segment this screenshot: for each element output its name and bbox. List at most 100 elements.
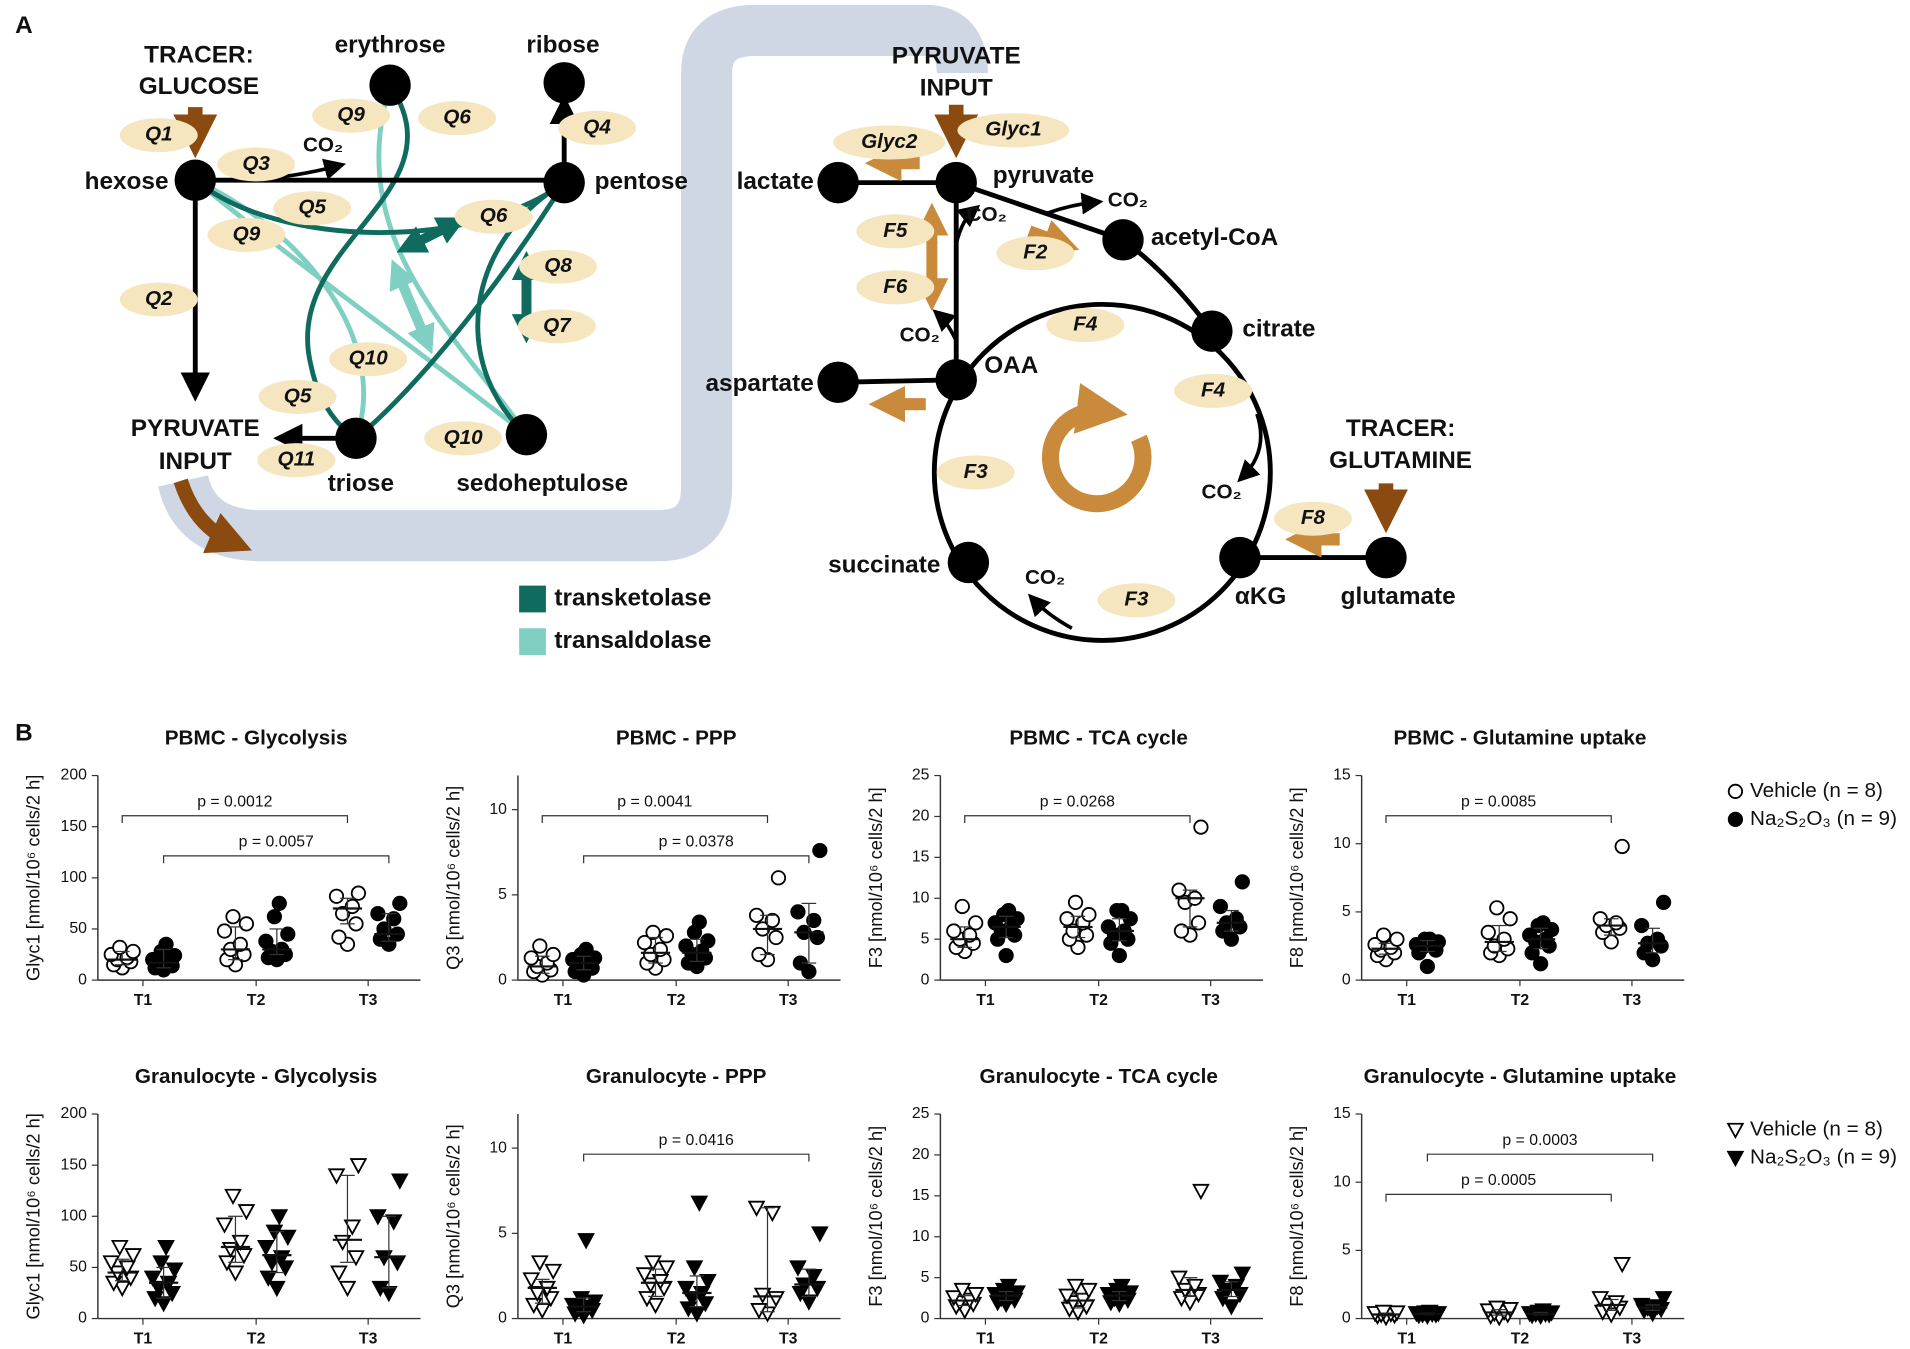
point bbox=[999, 1278, 1018, 1296]
point bbox=[644, 1255, 662, 1272]
point bbox=[330, 1265, 348, 1282]
flux-label: F4 bbox=[1073, 313, 1098, 336]
legend-label: transketolase bbox=[554, 584, 711, 611]
point bbox=[809, 929, 826, 946]
point bbox=[118, 1260, 136, 1277]
flux-badge bbox=[207, 217, 286, 253]
flux-badge bbox=[258, 379, 337, 414]
y-tick-label: 10 bbox=[1333, 1173, 1351, 1190]
point bbox=[770, 870, 787, 886]
point bbox=[343, 1219, 362, 1236]
y-tick-label: 150 bbox=[61, 1156, 88, 1173]
point bbox=[685, 1260, 704, 1277]
charts: PBMC - Glycolysis Glyc1 [nmol/10⁶ cells/2… bbox=[22, 726, 1897, 1347]
point bbox=[690, 1195, 709, 1212]
point bbox=[165, 1262, 184, 1279]
point bbox=[1534, 1303, 1552, 1320]
flux-badge bbox=[217, 147, 296, 182]
flux-badge bbox=[454, 199, 533, 234]
point bbox=[585, 1294, 604, 1311]
flux-badge bbox=[957, 113, 1070, 148]
point bbox=[578, 941, 594, 958]
node-label: OAA bbox=[984, 352, 1038, 379]
y-tick-label: 5 bbox=[498, 886, 507, 903]
point bbox=[1212, 898, 1229, 915]
point bbox=[688, 1306, 706, 1323]
flux-badge bbox=[517, 309, 596, 344]
point bbox=[280, 926, 296, 942]
point bbox=[392, 895, 408, 912]
node-label: glutamate bbox=[1341, 583, 1456, 610]
chart-title: Granulocyte - PPP bbox=[586, 1065, 767, 1088]
point bbox=[331, 929, 347, 945]
point bbox=[1008, 1285, 1026, 1302]
point bbox=[532, 938, 548, 954]
y-tick-label: 0 bbox=[498, 1310, 507, 1327]
point bbox=[800, 1294, 818, 1311]
point bbox=[1190, 915, 1207, 931]
point bbox=[544, 1263, 563, 1281]
point bbox=[226, 1265, 245, 1282]
chart-title: PBMC - TCA cycle bbox=[1009, 726, 1188, 749]
panel-label: A bbox=[15, 12, 33, 39]
point bbox=[1081, 907, 1097, 923]
point bbox=[1234, 874, 1250, 890]
point bbox=[271, 895, 287, 912]
node-label: erythrose bbox=[335, 32, 446, 59]
point bbox=[1489, 900, 1505, 916]
point bbox=[638, 1291, 656, 1308]
flux-badge bbox=[856, 270, 935, 305]
y-axis-label: Glyc1 [nmol/10⁶ cells/2 h] bbox=[22, 775, 43, 981]
flux-badge bbox=[329, 342, 408, 377]
y-tick-label: 0 bbox=[1342, 971, 1351, 988]
legend-swatch bbox=[519, 628, 546, 656]
point bbox=[533, 1303, 552, 1320]
point bbox=[1419, 958, 1436, 975]
y-axis-label: F3 [nmol/10⁶ cells/2 h] bbox=[865, 1126, 886, 1307]
node-label: sedoheptulose bbox=[456, 470, 628, 497]
y-tick-label: 0 bbox=[498, 971, 507, 988]
flux-label: F5 bbox=[883, 219, 908, 242]
co2-labels: CO₂ CO₂ CO₂ CO₂ CO₂ CO₂ bbox=[303, 134, 1242, 589]
point bbox=[278, 1229, 297, 1246]
input-label: GLUCOSE bbox=[139, 73, 259, 100]
y-tick-label: 100 bbox=[61, 869, 88, 886]
y-tick-label: 10 bbox=[912, 889, 930, 906]
x-tick-label: T1 bbox=[976, 992, 995, 1009]
point bbox=[384, 1214, 403, 1231]
x-tick-label: T1 bbox=[134, 992, 153, 1009]
node-label: hexose bbox=[85, 168, 169, 195]
flux-label: Q7 bbox=[543, 314, 572, 337]
point bbox=[1502, 911, 1518, 927]
x-tick-label: T3 bbox=[1623, 1330, 1642, 1347]
x-tick-label: T3 bbox=[779, 1330, 798, 1347]
point bbox=[1374, 1304, 1393, 1321]
point bbox=[1654, 1291, 1673, 1308]
point bbox=[231, 1234, 250, 1252]
point bbox=[1111, 947, 1127, 964]
x-tick-label: T2 bbox=[247, 1330, 266, 1347]
point bbox=[806, 912, 822, 929]
point bbox=[376, 921, 392, 937]
significance-bracket bbox=[163, 855, 390, 864]
x-tick-label: T2 bbox=[1511, 1330, 1530, 1347]
p-value: p = 0.0085 bbox=[1461, 794, 1536, 811]
significance-bracket bbox=[583, 855, 810, 864]
point bbox=[1591, 1291, 1610, 1308]
y-tick-label: 150 bbox=[61, 818, 88, 835]
y-tick-label: 0 bbox=[78, 1310, 87, 1327]
flux-badge bbox=[119, 282, 198, 317]
flux-badge bbox=[257, 443, 336, 478]
flux-badge bbox=[312, 98, 391, 133]
node-label: pentose bbox=[595, 168, 688, 195]
node-label: lactate bbox=[737, 168, 814, 195]
flux-label: F8 bbox=[1301, 506, 1326, 529]
flux-badge bbox=[1046, 308, 1125, 343]
input-label: TRACER: bbox=[144, 41, 254, 68]
legend-label: Vehicle (n = 8) bbox=[1750, 1117, 1883, 1140]
flux-badge bbox=[273, 191, 352, 226]
significance-bracket bbox=[1426, 1153, 1654, 1162]
chart-title: Granulocyte - Glycolysis bbox=[135, 1065, 378, 1088]
y-tick-label: 10 bbox=[489, 801, 507, 818]
